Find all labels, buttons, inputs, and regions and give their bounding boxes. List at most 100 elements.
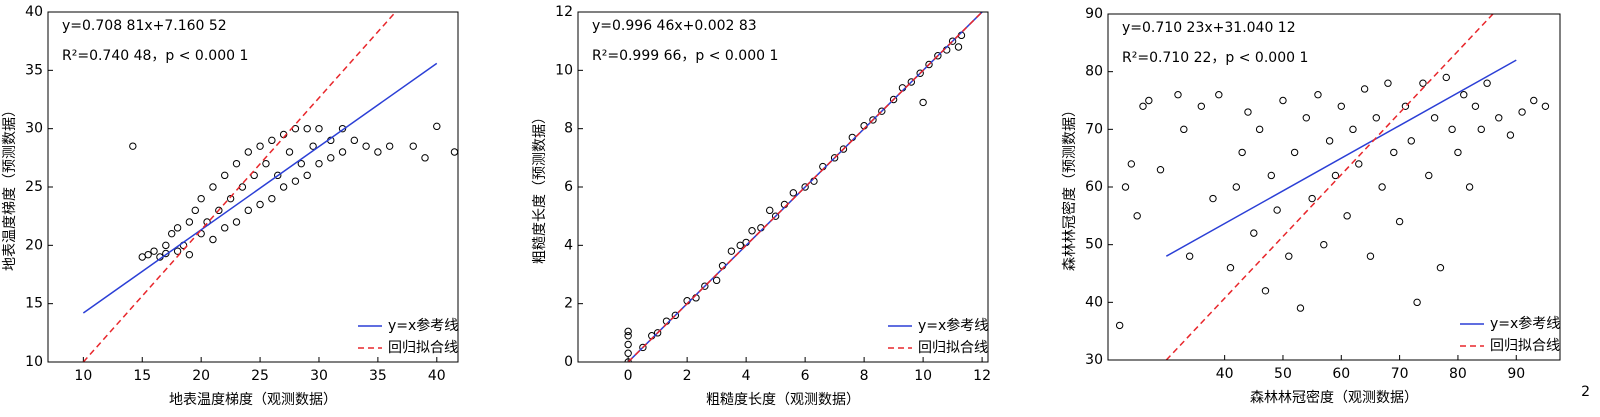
y-tick-label: 35	[25, 62, 43, 78]
point	[162, 249, 170, 258]
x-axis-label: 森林林冠密度（观测数据）	[1250, 389, 1418, 406]
point	[1506, 131, 1515, 139]
point	[727, 247, 736, 255]
point	[948, 37, 957, 45]
point	[712, 276, 721, 285]
point	[1250, 229, 1258, 237]
annotation: R²=0.710 22，p < 0.000 1	[1122, 50, 1308, 66]
x-tick-label: 25	[251, 368, 269, 384]
y-tick-label: 60	[1085, 179, 1103, 195]
point	[244, 206, 252, 215]
point	[1209, 194, 1217, 203]
point	[1541, 102, 1550, 110]
x-tick-label: 35	[369, 368, 387, 384]
point	[1425, 171, 1433, 180]
legend-label: 回归拟合线	[1490, 337, 1560, 354]
point	[1174, 91, 1182, 99]
point	[639, 343, 647, 352]
point	[1495, 114, 1503, 122]
point	[173, 247, 182, 255]
corner-label: 2	[1581, 384, 1590, 400]
points	[129, 122, 458, 261]
point	[1255, 125, 1264, 134]
point	[1296, 304, 1305, 312]
point	[256, 200, 264, 209]
point	[671, 311, 680, 320]
point	[309, 142, 317, 150]
point	[274, 171, 282, 180]
point	[1384, 79, 1392, 87]
annotation: y=0.710 23x+31.040 12	[1122, 20, 1296, 36]
point	[1530, 96, 1538, 105]
point	[736, 241, 744, 250]
x-tick-label: 80	[1449, 366, 1467, 382]
point	[771, 212, 780, 220]
point	[450, 148, 458, 156]
y-tick-label: 4	[564, 237, 573, 253]
point	[185, 218, 194, 226]
point	[162, 241, 170, 250]
point	[1471, 102, 1480, 110]
x-tick-label: 40	[428, 368, 446, 384]
x-tick-label: 15	[133, 368, 151, 384]
point	[1273, 206, 1281, 214]
point	[830, 154, 839, 162]
point	[350, 136, 359, 145]
point	[1279, 96, 1287, 105]
point	[215, 206, 223, 215]
point	[209, 235, 217, 244]
point	[1419, 79, 1427, 87]
annotation: y=0.996 46x+0.002 83	[592, 18, 757, 34]
point	[701, 282, 709, 290]
point	[221, 171, 229, 180]
x-tick-label: 90	[1507, 366, 1525, 382]
point	[1127, 160, 1136, 168]
point	[1460, 91, 1468, 99]
y-tick-label: 30	[1085, 352, 1103, 368]
point	[839, 145, 848, 153]
point	[1442, 73, 1450, 82]
point	[925, 60, 933, 69]
point	[385, 142, 394, 150]
point	[1331, 171, 1340, 180]
x-tick-label: 60	[1332, 366, 1350, 382]
point	[144, 250, 152, 259]
x-tick-label: 30	[310, 368, 328, 384]
point	[1320, 240, 1328, 249]
point	[1390, 148, 1398, 157]
point	[191, 206, 199, 215]
point	[1395, 217, 1404, 226]
point	[297, 159, 306, 168]
point	[1465, 183, 1474, 191]
annotation: R²=0.999 66，p < 0.000 1	[592, 48, 778, 64]
point	[1302, 114, 1310, 122]
point	[1343, 212, 1351, 220]
x-tick-label: 4	[742, 368, 751, 384]
point	[1454, 148, 1462, 157]
point	[653, 329, 662, 337]
point	[168, 229, 176, 238]
point	[362, 142, 370, 150]
point	[1290, 148, 1299, 157]
y-tick-label: 2	[564, 296, 573, 312]
y-axis-label: 森林林冠密度（预测数据）	[1061, 103, 1078, 271]
fit-line	[1165, 59, 1517, 257]
point	[934, 52, 942, 60]
legend-label: y=x参考线	[388, 317, 458, 334]
y-tick-label: 90	[1085, 6, 1103, 22]
point	[268, 136, 276, 145]
point	[185, 250, 194, 259]
point	[1477, 125, 1485, 134]
y-tick-label: 40	[1085, 294, 1103, 310]
point	[1197, 102, 1206, 110]
point	[1413, 298, 1421, 307]
x-tick-label: 10	[914, 368, 932, 384]
y-tick-label: 25	[25, 179, 43, 195]
point	[1372, 114, 1380, 122]
y-tick-label: 50	[1085, 237, 1103, 253]
point	[226, 194, 235, 203]
legend-label: y=x参考线	[918, 317, 988, 334]
point	[1215, 91, 1223, 99]
x-tick-label: 12	[973, 368, 991, 384]
